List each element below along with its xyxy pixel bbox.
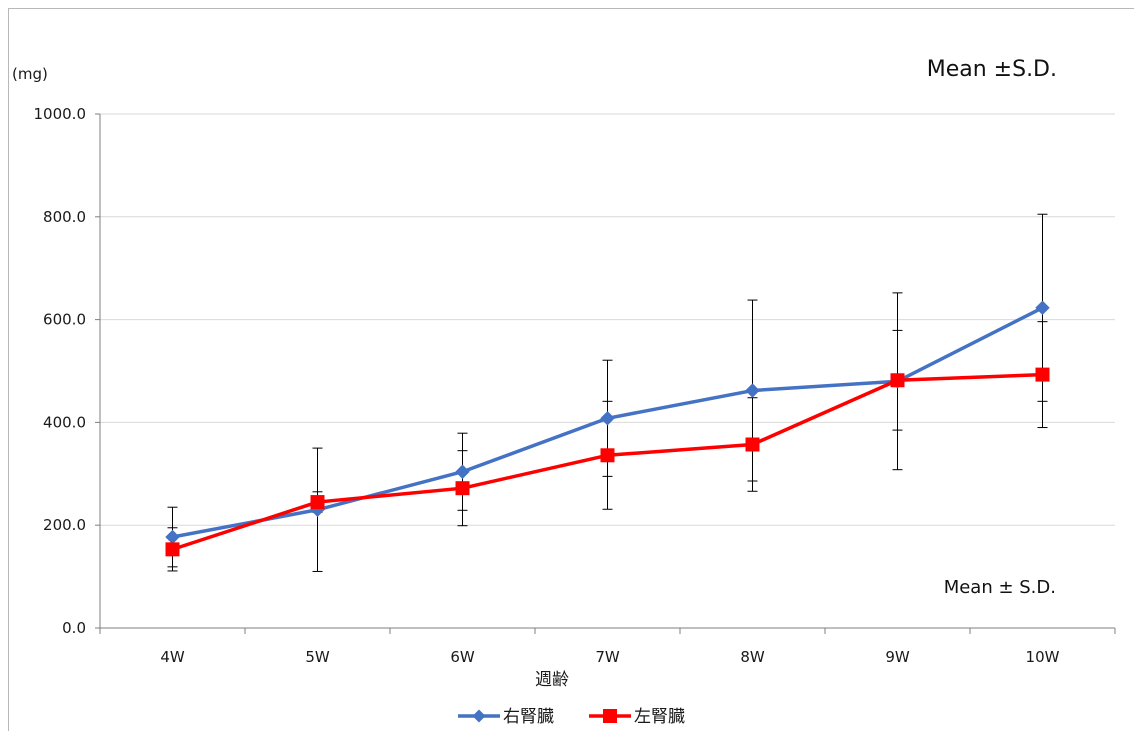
- x-tick-label: 4W: [160, 648, 185, 666]
- legend-label-left-kidney: 左腎臓: [634, 707, 685, 727]
- x-tick-label: 10W: [1026, 648, 1060, 666]
- y-unit-label: (mg): [12, 65, 48, 83]
- legend-marker-square: [603, 709, 617, 723]
- x-tick-label: 8W: [740, 648, 765, 666]
- y-tick-label: 200.0: [43, 516, 86, 534]
- y-tick-label: 800.0: [43, 208, 86, 226]
- data-point-diamond: [455, 464, 470, 479]
- data-point-diamond: [745, 383, 760, 398]
- legend-label-right-kidney: 右腎臓: [503, 707, 554, 727]
- y-tick-label: 400.0: [43, 413, 86, 431]
- data-point-diamond: [1035, 300, 1050, 315]
- series-markers: [165, 300, 1050, 557]
- y-tick-label: 600.0: [43, 311, 86, 329]
- legend-marker-diamond: [472, 709, 486, 723]
- data-point-square: [165, 542, 180, 557]
- data-point-square: [600, 448, 615, 463]
- chart-frame: [8, 8, 1134, 731]
- legend-item-left-kidney: 左腎臓: [589, 707, 685, 727]
- x-axis-title: 週齢: [535, 670, 569, 690]
- x-tick-label: 7W: [595, 648, 620, 666]
- note-mean-sd-bottom: Mean ± S.D.: [944, 577, 1056, 598]
- y-tick-label: 1000.0: [34, 105, 87, 123]
- legend: 右腎臓 左腎臓: [458, 707, 685, 727]
- x-tick-label: 9W: [885, 648, 910, 666]
- x-tick-label: 6W: [450, 648, 475, 666]
- data-point-diamond: [165, 529, 180, 545]
- data-point-square: [745, 437, 760, 452]
- x-tick-labels: 4W 5W 6W 7W 8W 9W 10W: [160, 648, 1059, 666]
- data-point-square: [455, 481, 470, 496]
- x-tick-label: 5W: [305, 648, 330, 666]
- y-tick-labels: 0.0 200.0 400.0 600.0 800.0 1000.0: [34, 105, 87, 637]
- error-bars: [167, 213, 1048, 572]
- data-point-square: [890, 373, 905, 388]
- axes: [95, 113, 1116, 634]
- note-mean-sd-top: Mean ±S.D.: [927, 57, 1057, 82]
- data-point-square: [1035, 367, 1050, 382]
- data-point-square: [310, 495, 325, 510]
- legend-item-right-kidney: 右腎臓: [458, 707, 554, 727]
- data-point-diamond: [600, 411, 615, 426]
- y-tick-label: 0.0: [62, 619, 86, 637]
